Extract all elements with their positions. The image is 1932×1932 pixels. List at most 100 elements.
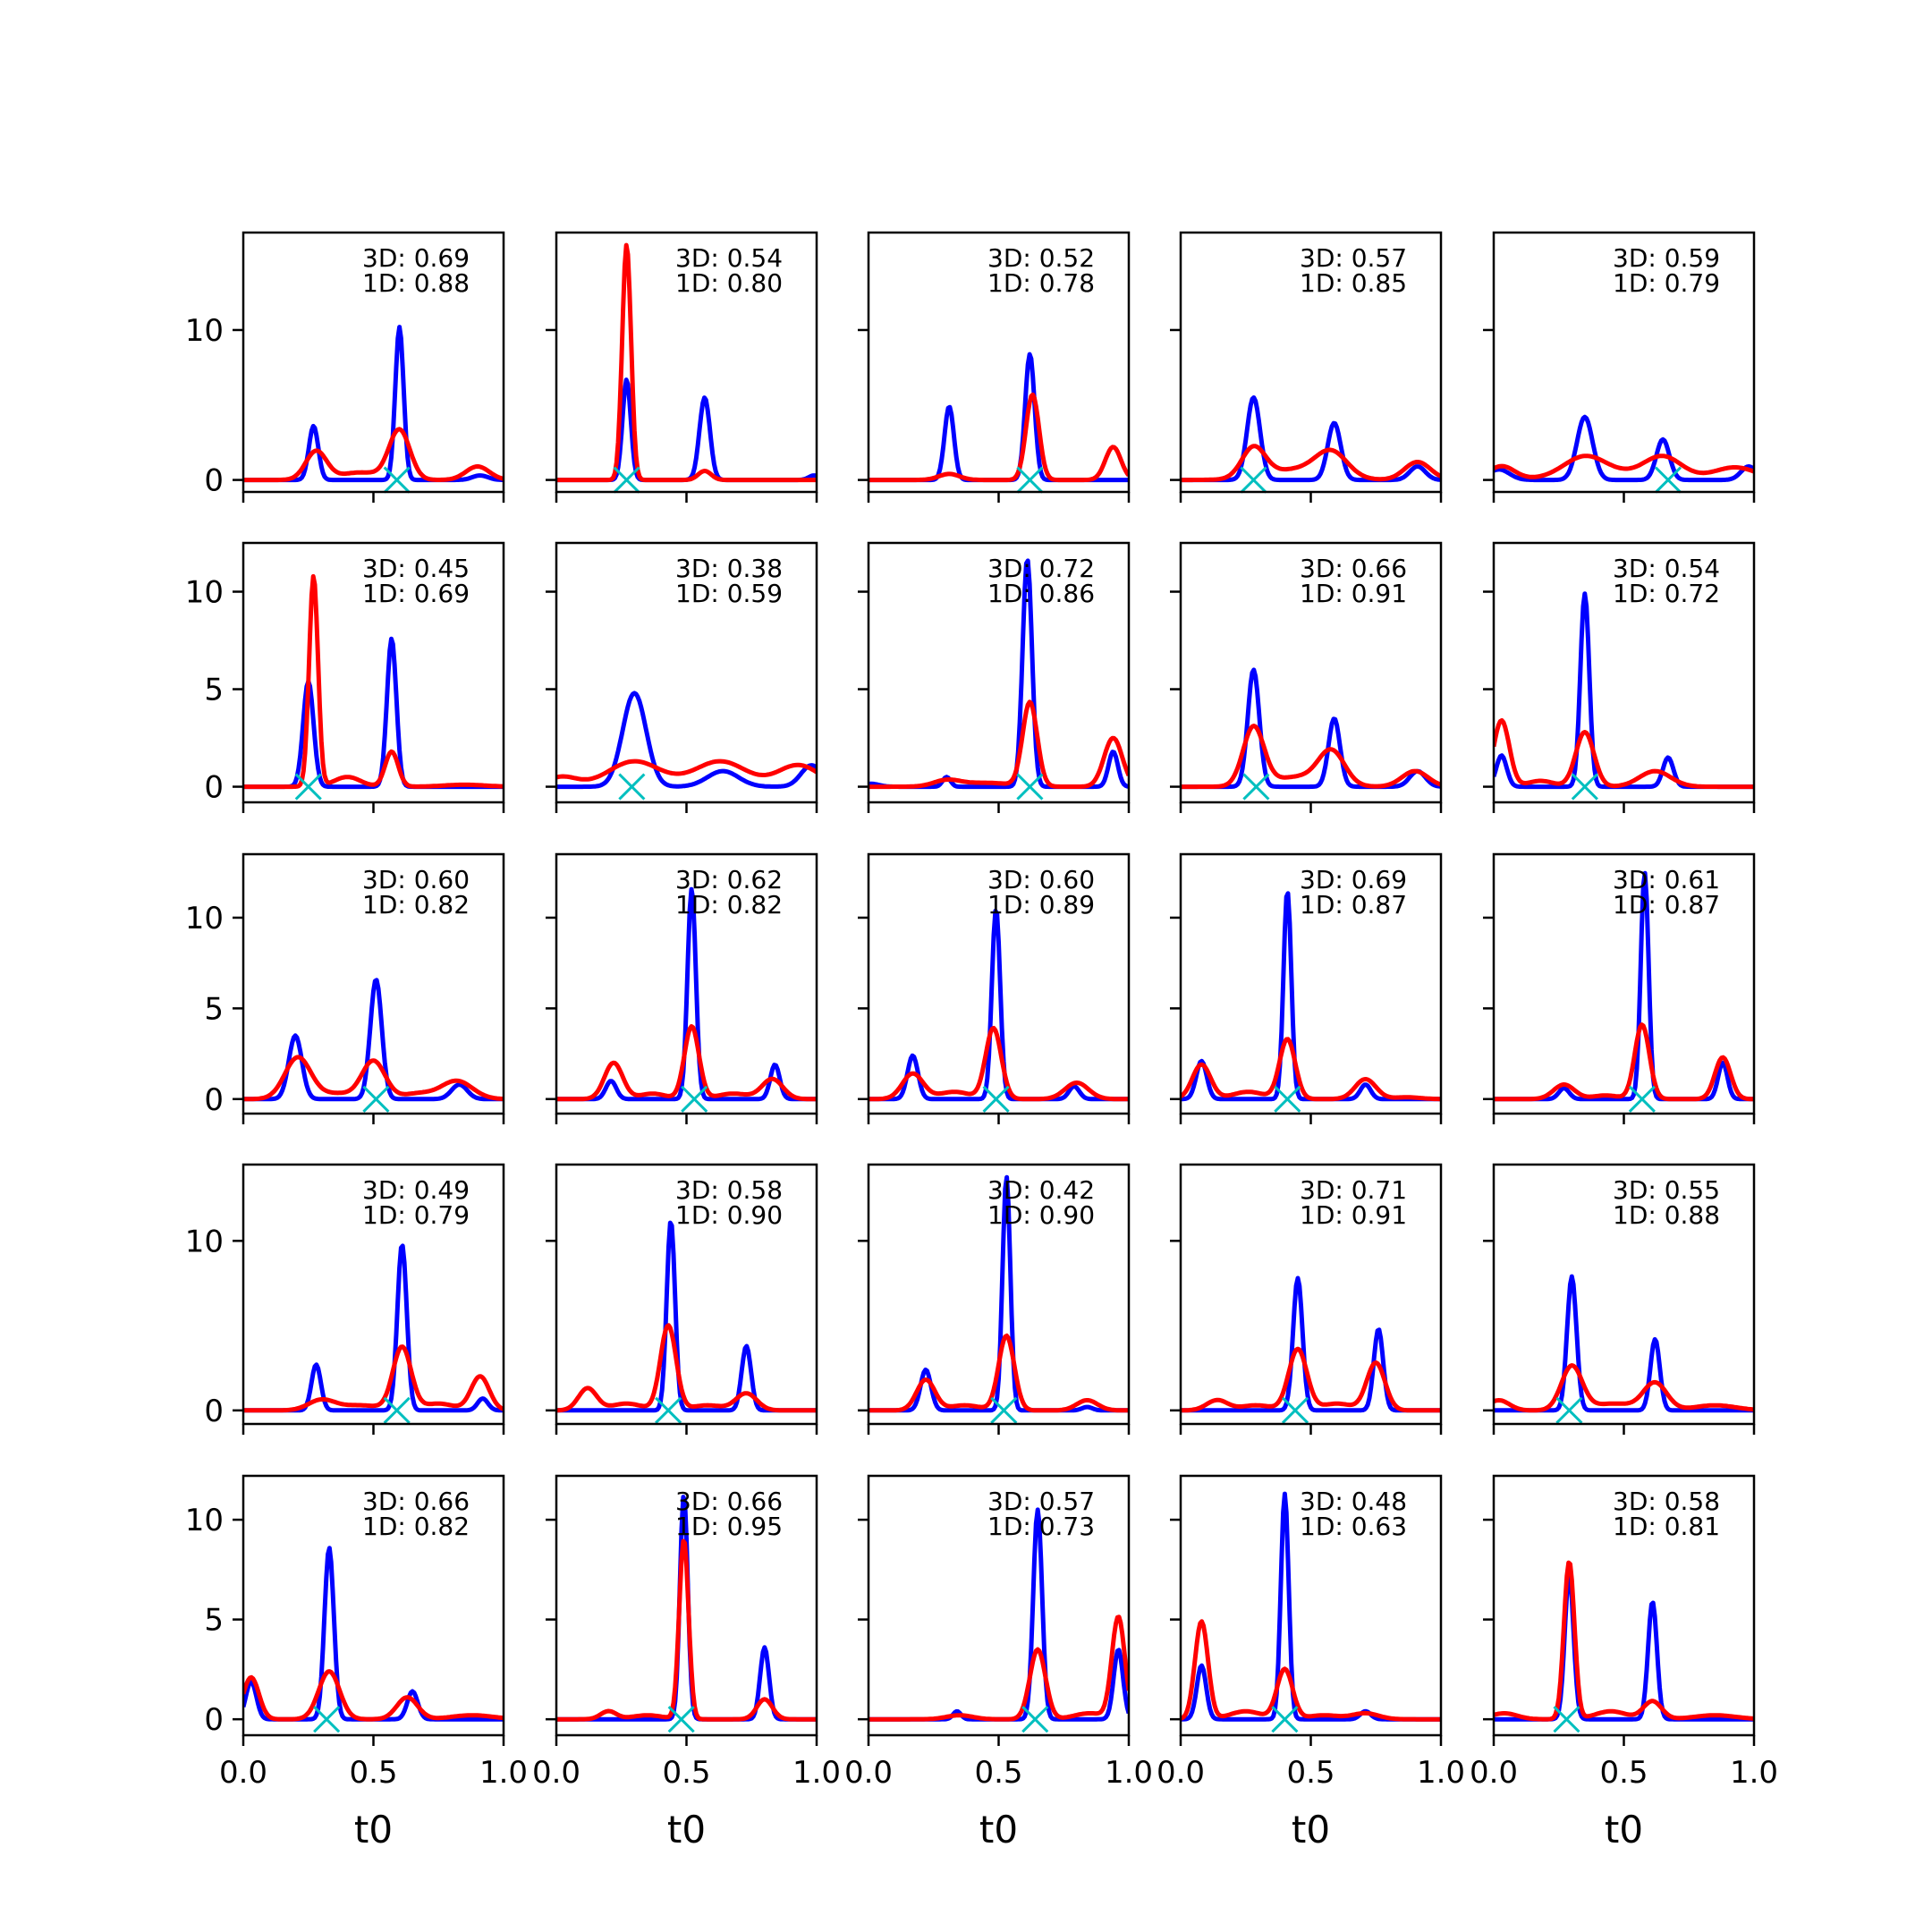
marker-stroke: [313, 1706, 341, 1733]
series-3d-line: [556, 886, 817, 1102]
score-annotation: 1D: 0.69: [362, 579, 470, 608]
score-annotation: 3D: 0.60: [362, 865, 470, 894]
score-annotation: 3D: 0.69: [1300, 865, 1407, 894]
score-annotation: 1D: 0.86: [987, 579, 1095, 608]
score-annotation: 3D: 0.72: [987, 554, 1095, 583]
series-1d-line: [556, 1323, 817, 1413]
marker-stroke: [982, 1085, 1010, 1113]
marker-stroke: [383, 466, 411, 494]
x-tick-label: 0.0: [1470, 1755, 1518, 1791]
series-1d-line: [1494, 1560, 1754, 1722]
peak-marker: [655, 1396, 682, 1424]
marker-stroke: [1281, 1396, 1309, 1424]
marker-stroke: [655, 1396, 682, 1424]
series-1d-line: [243, 427, 504, 483]
marker-stroke: [1553, 1706, 1580, 1733]
score-annotation: 1D: 0.59: [675, 579, 783, 608]
series-1d-line: [1494, 1363, 1754, 1413]
marker-stroke: [1021, 1706, 1049, 1733]
peak-marker: [1242, 773, 1270, 801]
series-1d-line: [243, 1669, 504, 1722]
y-tick-label: 10: [185, 313, 224, 349]
peak-marker: [1571, 773, 1598, 801]
marker-stroke: [613, 466, 640, 494]
series-3d-line: [243, 636, 504, 790]
x-axis-label: t0: [667, 1808, 706, 1852]
score-annotation: 1D: 0.82: [675, 890, 783, 919]
series-1d-line: [556, 1538, 817, 1722]
series-3d-line: [556, 377, 817, 483]
score-annotation: 3D: 0.49: [362, 1175, 470, 1205]
score-annotation: 1D: 0.82: [362, 890, 470, 919]
x-tick-label: 0.0: [532, 1755, 580, 1791]
x-tick-label: 0.5: [662, 1755, 710, 1791]
marker-stroke: [1242, 773, 1270, 801]
marker-stroke: [1016, 466, 1044, 494]
series-3d-line: [556, 691, 817, 790]
marker-stroke: [1016, 773, 1044, 801]
y-tick-label: 10: [185, 1503, 224, 1538]
series-3d-line: [1181, 891, 1441, 1102]
series-3d-line: [243, 1243, 504, 1413]
series-3d-line: [1494, 414, 1754, 483]
y-tick-label: 10: [185, 1224, 224, 1259]
y-tick-label: 0: [204, 1702, 224, 1738]
marker-stroke: [1271, 1706, 1299, 1733]
score-annotation: 1D: 0.91: [1300, 579, 1407, 608]
y-tick-label: 0: [204, 1394, 224, 1429]
score-annotation: 3D: 0.45: [362, 554, 470, 583]
y-tick-label: 0: [204, 463, 224, 499]
peak-marker: [1654, 466, 1682, 494]
series-3d-line: [556, 1220, 817, 1413]
peak-marker: [383, 1396, 411, 1424]
marker-stroke: [618, 773, 646, 801]
series-3d-line: [869, 1174, 1129, 1413]
score-annotation: 1D: 0.90: [987, 1200, 1095, 1230]
peak-marker: [1274, 1085, 1301, 1113]
score-annotation: 1D: 0.80: [675, 268, 783, 298]
series-3d-line: [869, 352, 1129, 483]
score-annotation: 1D: 0.78: [987, 268, 1095, 298]
series-1d-line: [243, 1055, 504, 1102]
score-annotation: 1D: 0.72: [1613, 579, 1720, 608]
marker-stroke: [1571, 773, 1598, 801]
peak-marker: [294, 773, 322, 801]
score-annotation: 3D: 0.62: [675, 865, 783, 894]
score-annotation: 3D: 0.66: [675, 1487, 783, 1516]
score-annotation: 3D: 0.54: [675, 243, 783, 273]
score-annotation: 1D: 0.87: [1300, 890, 1407, 919]
peak-marker: [1555, 1396, 1583, 1424]
peak-marker: [1553, 1706, 1580, 1733]
peak-marker: [1240, 466, 1267, 494]
series-3d-line: [869, 1507, 1129, 1722]
marker-stroke: [1240, 466, 1267, 494]
peak-marker: [681, 1085, 708, 1113]
score-annotation: 3D: 0.57: [1300, 243, 1407, 273]
score-annotation: 3D: 0.48: [1300, 1487, 1407, 1516]
series-3d-line: [1494, 1274, 1754, 1413]
x-axis-label: t0: [979, 1808, 1018, 1852]
peak-marker: [1271, 1706, 1299, 1733]
series-3d-line: [1181, 395, 1441, 483]
score-annotation: 1D: 0.90: [675, 1200, 783, 1230]
score-annotation: 3D: 0.59: [1613, 243, 1720, 273]
score-annotation: 1D: 0.95: [675, 1512, 783, 1541]
peak-marker: [383, 466, 411, 494]
score-annotation: 3D: 0.69: [362, 243, 470, 273]
marker-stroke: [1274, 1085, 1301, 1113]
series-1d-line: [1181, 1037, 1441, 1102]
x-tick-label: 0.0: [1157, 1755, 1205, 1791]
y-tick-label: 0: [204, 1082, 224, 1118]
score-annotation: 3D: 0.61: [1613, 865, 1720, 894]
score-annotation: 3D: 0.55: [1613, 1175, 1720, 1205]
score-annotation: 1D: 0.63: [1300, 1512, 1407, 1541]
score-annotation: 1D: 0.79: [362, 1200, 470, 1230]
